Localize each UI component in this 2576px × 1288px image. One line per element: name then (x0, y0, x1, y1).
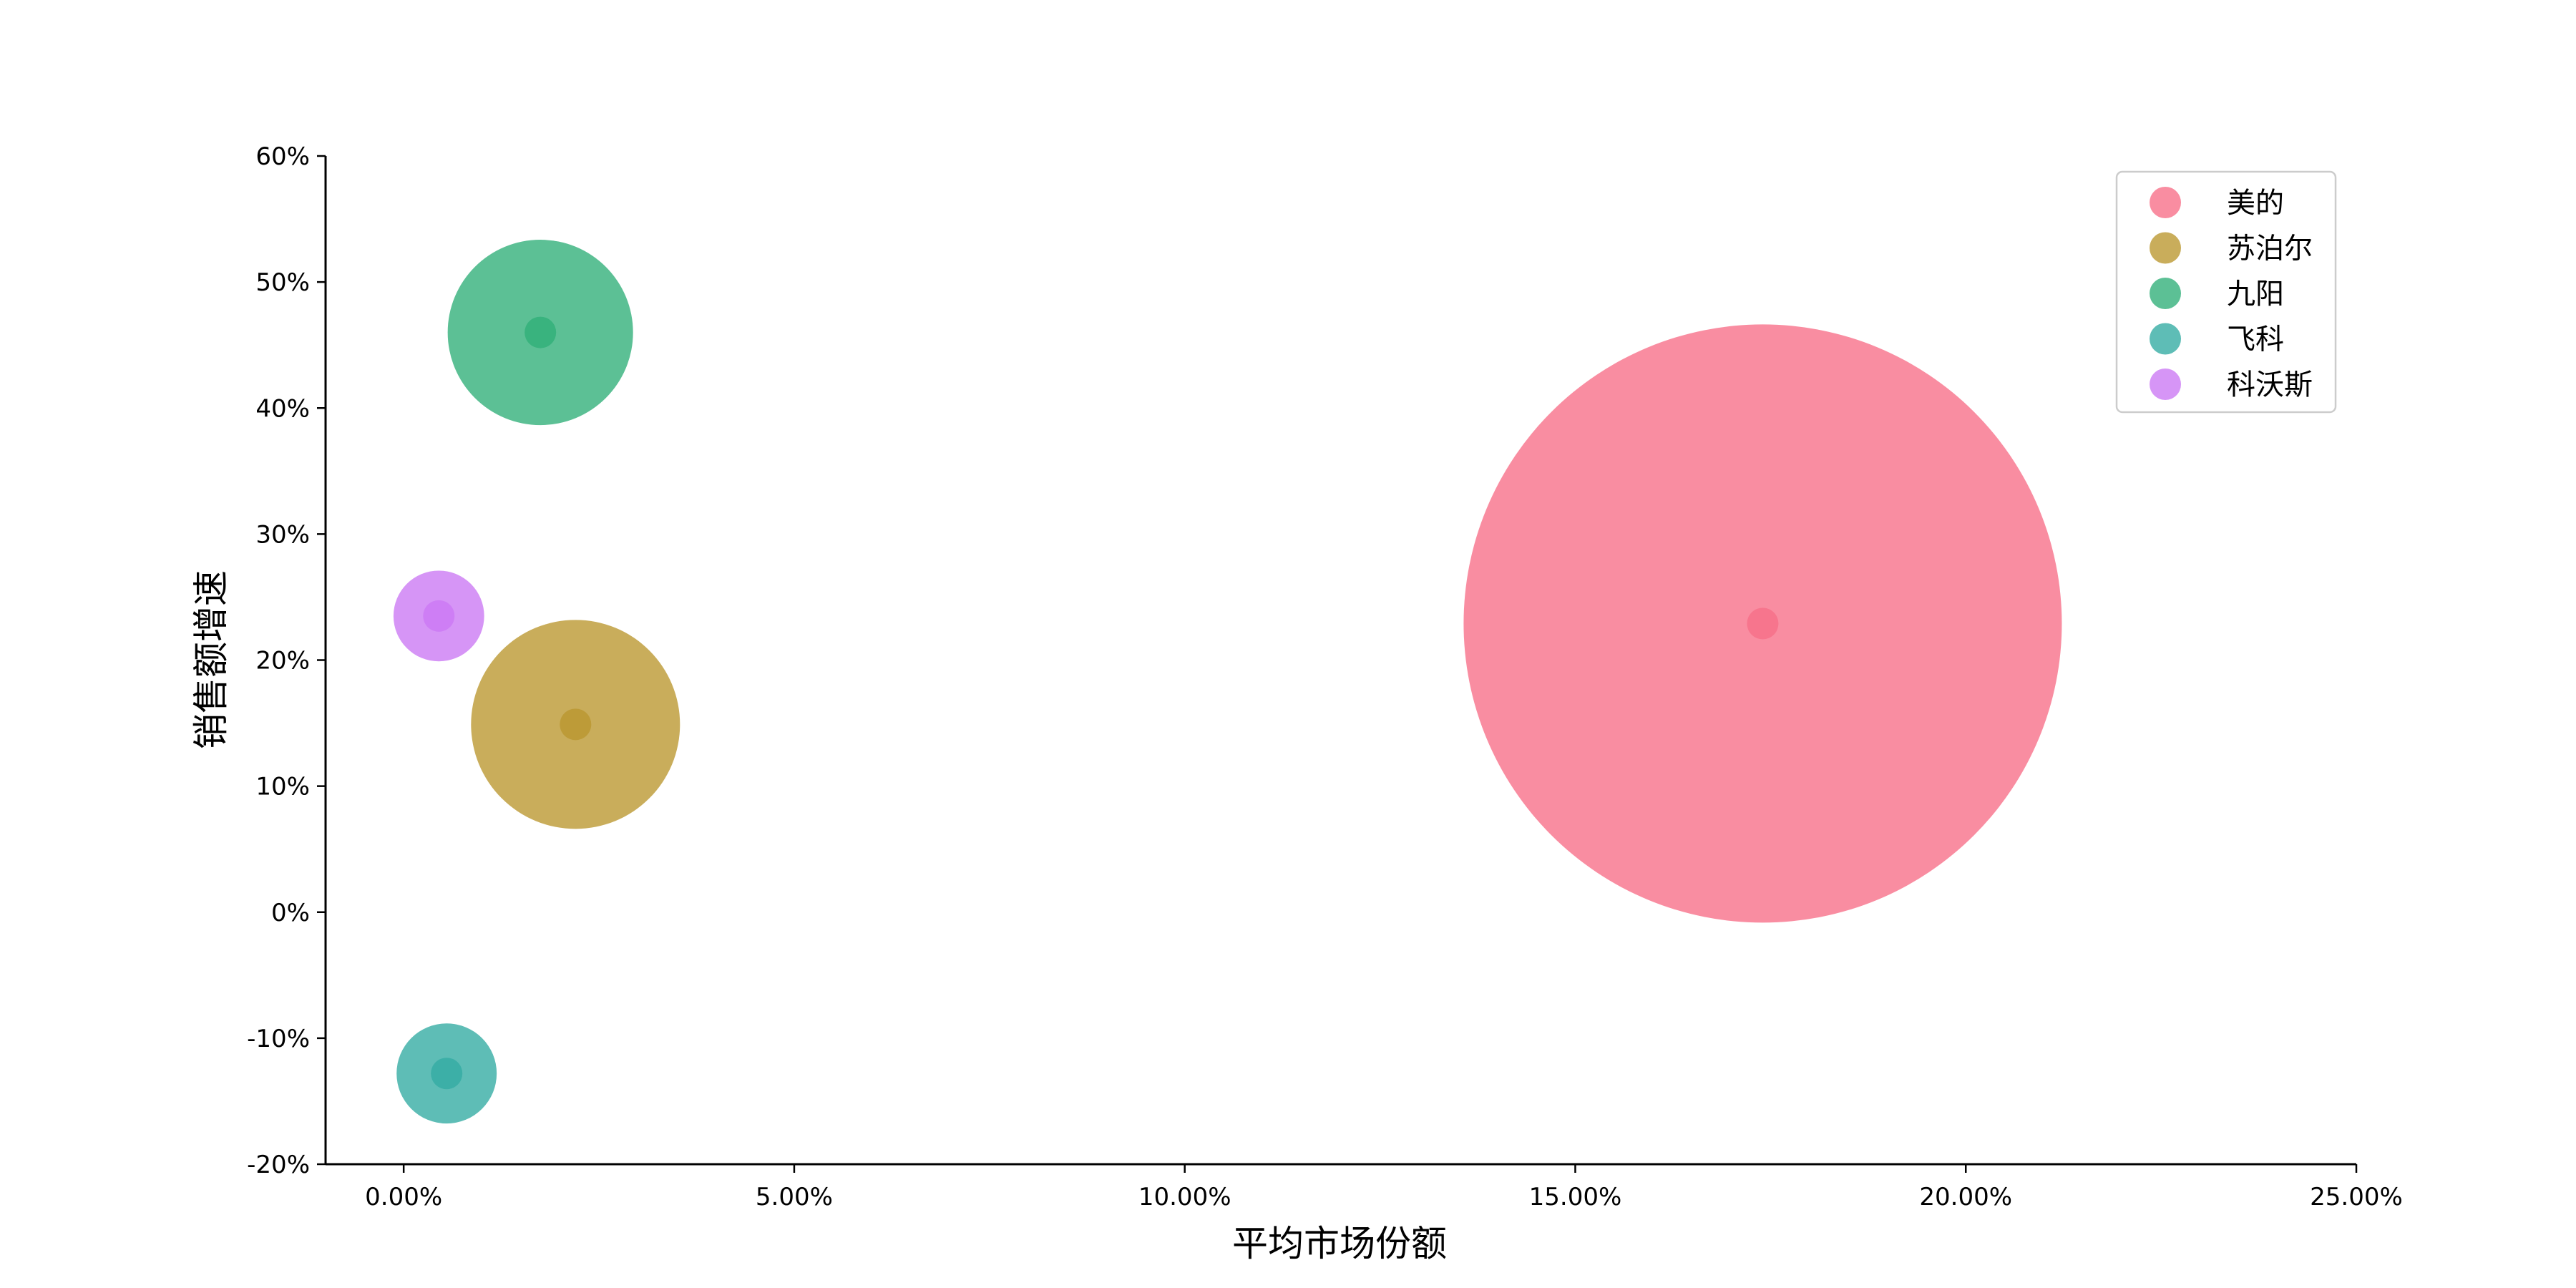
legend-label: 美的 (2227, 187, 2284, 220)
x-tick-label: 0.00% (365, 1183, 442, 1211)
y-tick-label: 30% (255, 520, 310, 549)
x-tick-label: 5.00% (756, 1183, 833, 1211)
y-tick-label: 20% (255, 647, 310, 675)
bubble-centers-layer (423, 316, 1779, 1090)
legend-label: 科沃斯 (2227, 369, 2313, 401)
legend-marker (2150, 232, 2181, 264)
legend-marker (2150, 369, 2181, 400)
x-tick-label: 25.00% (2310, 1183, 2403, 1211)
y-tick-label: 60% (255, 142, 310, 171)
legend-marker (2150, 278, 2181, 309)
x-ticks: 0.00% 5.00% 10.00% 15.00% 20.00% 25.00% (365, 1164, 2403, 1211)
y-tick-label: 40% (255, 394, 310, 423)
y-ticks: -20% -10% 0% 10% 20% 30% 40% 50% 60% (247, 142, 326, 1179)
x-tick-label: 10.00% (1138, 1183, 1231, 1211)
legend-marker (2150, 323, 2181, 355)
bubbles-layer (393, 240, 2062, 1124)
legend-label: 苏泊尔 (2227, 233, 2313, 265)
bubble-center-point (560, 708, 592, 741)
y-tick-label: 0% (271, 899, 310, 927)
bubble-center-point (431, 1058, 463, 1090)
x-axis-title: 平均市场份额 (1232, 1223, 1447, 1264)
y-tick-label: -10% (247, 1025, 310, 1053)
y-tick-label: 10% (255, 773, 310, 801)
x-tick-label: 20.00% (1919, 1183, 2012, 1211)
y-axis-title: 销售额增速 (190, 570, 232, 749)
legend-marker (2150, 187, 2181, 218)
legend-label: 飞科 (2227, 323, 2284, 356)
bubble-center-point (1747, 608, 1779, 640)
bubble-center-point (525, 316, 557, 348)
x-tick-label: 15.00% (1529, 1183, 1622, 1211)
y-tick-label: -20% (247, 1151, 310, 1179)
bubble-center-point (423, 600, 455, 632)
legend-label: 九阳 (2227, 278, 2284, 311)
y-tick-label: 50% (255, 268, 310, 297)
